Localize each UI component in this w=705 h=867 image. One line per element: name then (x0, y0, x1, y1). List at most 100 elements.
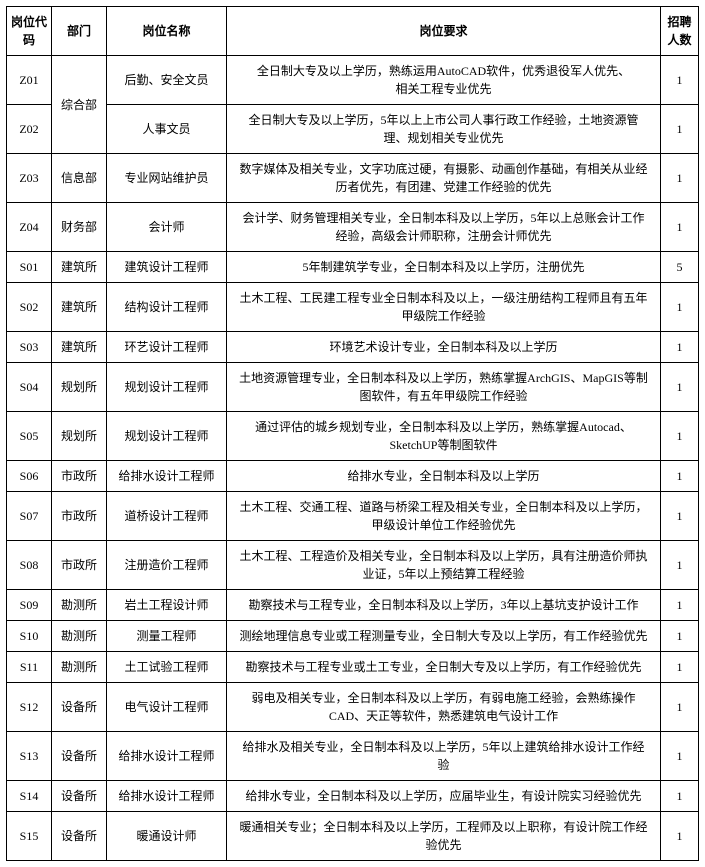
cell-count: 1 (661, 105, 699, 154)
header-dept: 部门 (52, 7, 107, 56)
cell-title: 注册造价工程师 (107, 541, 227, 590)
cell-title: 暖通设计师 (107, 812, 227, 861)
table-body: Z01综合部后勤、安全文员全日制大专及以上学历，熟练运用AutoCAD软件，优秀… (7, 56, 699, 861)
table-row: S13设备所给排水设计工程师给排水及相关专业，全日制本科及以上学历，5年以上建筑… (7, 732, 699, 781)
cell-code: S12 (7, 683, 52, 732)
cell-code: Z03 (7, 154, 52, 203)
cell-requirement: 全日制大专及以上学历，5年以上上市公司人事行政工作经验，土地资源管理、规划相关专… (227, 105, 661, 154)
cell-title: 规划设计工程师 (107, 412, 227, 461)
cell-dept: 规划所 (52, 412, 107, 461)
cell-dept: 市政所 (52, 492, 107, 541)
cell-requirement: 土木工程、工民建工程专业全日制本科及以上，一级注册结构工程师且有五年甲级院工作经… (227, 283, 661, 332)
cell-requirement: 通过评估的城乡规划专业，全日制本科及以上学历，熟练掌握Autocad、Sketc… (227, 412, 661, 461)
cell-dept: 设备所 (52, 732, 107, 781)
cell-count: 1 (661, 412, 699, 461)
cell-title: 道桥设计工程师 (107, 492, 227, 541)
table-row: S03建筑所环艺设计工程师环境艺术设计专业，全日制本科及以上学历1 (7, 332, 699, 363)
cell-count: 1 (661, 203, 699, 252)
cell-code: S15 (7, 812, 52, 861)
cell-requirement: 暖通相关专业；全日制本科及以上学历，工程师及以上职称，有设计院工作经验优先 (227, 812, 661, 861)
header-req: 岗位要求 (227, 7, 661, 56)
cell-code: S05 (7, 412, 52, 461)
table-row: S14设备所给排水设计工程师给排水专业，全日制本科及以上学历，应届毕业生，有设计… (7, 781, 699, 812)
cell-requirement: 测绘地理信息专业或工程测量专业，全日制大专及以上学历，有工作经验优先 (227, 621, 661, 652)
cell-count: 5 (661, 252, 699, 283)
cell-count: 1 (661, 492, 699, 541)
cell-requirement: 土地资源管理专业，全日制本科及以上学历，熟练掌握ArchGIS、MapGIS等制… (227, 363, 661, 412)
header-code: 岗位代码 (7, 7, 52, 56)
cell-count: 1 (661, 56, 699, 105)
cell-requirement: 土木工程、交通工程、道路与桥梁工程及相关专业，全日制本科及以上学历，甲级设计单位… (227, 492, 661, 541)
cell-count: 1 (661, 541, 699, 590)
table-row: Z01综合部后勤、安全文员全日制大专及以上学历，熟练运用AutoCAD软件，优秀… (7, 56, 699, 105)
cell-requirement: 弱电及相关专业，全日制本科及以上学历，有弱电施工经验，会熟练操作CAD、天正等软… (227, 683, 661, 732)
cell-code: S04 (7, 363, 52, 412)
table-row: S10勘测所测量工程师测绘地理信息专业或工程测量专业，全日制大专及以上学历，有工… (7, 621, 699, 652)
cell-dept: 综合部 (52, 56, 107, 154)
table-row: S05规划所规划设计工程师通过评估的城乡规划专业，全日制本科及以上学历，熟练掌握… (7, 412, 699, 461)
cell-dept: 勘测所 (52, 652, 107, 683)
table-row: S01建筑所建筑设计工程师5年制建筑学专业，全日制本科及以上学历，注册优先5 (7, 252, 699, 283)
cell-code: S09 (7, 590, 52, 621)
cell-code: S03 (7, 332, 52, 363)
cell-title: 土工试验工程师 (107, 652, 227, 683)
cell-code: S10 (7, 621, 52, 652)
cell-code: Z04 (7, 203, 52, 252)
table-row: S09勘测所岩土工程设计师勘察技术与工程专业，全日制本科及以上学历，3年以上基坑… (7, 590, 699, 621)
cell-title: 测量工程师 (107, 621, 227, 652)
cell-count: 1 (661, 812, 699, 861)
recruitment-table: 岗位代码 部门 岗位名称 岗位要求 招聘人数 Z01综合部后勤、安全文员全日制大… (6, 6, 699, 861)
cell-title: 后勤、安全文员 (107, 56, 227, 105)
cell-dept: 市政所 (52, 461, 107, 492)
cell-dept: 财务部 (52, 203, 107, 252)
cell-title: 环艺设计工程师 (107, 332, 227, 363)
cell-count: 1 (661, 781, 699, 812)
cell-count: 1 (661, 461, 699, 492)
cell-code: S11 (7, 652, 52, 683)
table-row: S04规划所规划设计工程师土地资源管理专业，全日制本科及以上学历，熟练掌握Arc… (7, 363, 699, 412)
cell-dept: 信息部 (52, 154, 107, 203)
cell-count: 1 (661, 683, 699, 732)
table-row: S06市政所给排水设计工程师给排水专业，全日制本科及以上学历1 (7, 461, 699, 492)
table-row: Z03信息部专业网站维护员数字媒体及相关专业，文字功底过硬，有摄影、动画创作基础… (7, 154, 699, 203)
cell-dept: 建筑所 (52, 252, 107, 283)
cell-count: 1 (661, 621, 699, 652)
table-row: S08市政所注册造价工程师土木工程、工程造价及相关专业，全日制本科及以上学历，具… (7, 541, 699, 590)
cell-count: 1 (661, 732, 699, 781)
cell-code: Z01 (7, 56, 52, 105)
table-row: Z02人事文员全日制大专及以上学历，5年以上上市公司人事行政工作经验，土地资源管… (7, 105, 699, 154)
cell-requirement: 给排水及相关专业，全日制本科及以上学历，5年以上建筑给排水设计工作经验 (227, 732, 661, 781)
cell-dept: 设备所 (52, 683, 107, 732)
cell-requirement: 勘察技术与工程专业，全日制本科及以上学历，3年以上基坑支护设计工作 (227, 590, 661, 621)
cell-title: 结构设计工程师 (107, 283, 227, 332)
table-row: S07市政所道桥设计工程师土木工程、交通工程、道路与桥梁工程及相关专业，全日制本… (7, 492, 699, 541)
table-row: S15设备所暖通设计师暖通相关专业；全日制本科及以上学历，工程师及以上职称，有设… (7, 812, 699, 861)
cell-requirement: 给排水专业，全日制本科及以上学历 (227, 461, 661, 492)
cell-title: 岩土工程设计师 (107, 590, 227, 621)
cell-count: 1 (661, 332, 699, 363)
cell-dept: 市政所 (52, 541, 107, 590)
cell-dept: 规划所 (52, 363, 107, 412)
table-row: S11勘测所土工试验工程师勘察技术与工程专业或土工专业，全日制大专及以上学历，有… (7, 652, 699, 683)
cell-requirement: 数字媒体及相关专业，文字功底过硬，有摄影、动画创作基础，有相关从业经历者优先，有… (227, 154, 661, 203)
cell-title: 建筑设计工程师 (107, 252, 227, 283)
cell-code: S13 (7, 732, 52, 781)
cell-title: 人事文员 (107, 105, 227, 154)
cell-count: 1 (661, 154, 699, 203)
cell-code: S14 (7, 781, 52, 812)
cell-title: 给排水设计工程师 (107, 781, 227, 812)
cell-requirement: 全日制大专及以上学历，熟练运用AutoCAD软件，优秀退役军人优先、相关工程专业… (227, 56, 661, 105)
cell-code: S08 (7, 541, 52, 590)
table-row: S12设备所电气设计工程师弱电及相关专业，全日制本科及以上学历，有弱电施工经验，… (7, 683, 699, 732)
cell-title: 电气设计工程师 (107, 683, 227, 732)
cell-dept: 勘测所 (52, 590, 107, 621)
cell-title: 规划设计工程师 (107, 363, 227, 412)
cell-dept: 勘测所 (52, 621, 107, 652)
table-row: Z04财务部会计师会计学、财务管理相关专业，全日制本科及以上学历，5年以上总账会… (7, 203, 699, 252)
cell-dept: 设备所 (52, 812, 107, 861)
cell-code: S06 (7, 461, 52, 492)
cell-code: S01 (7, 252, 52, 283)
table-row: S02建筑所结构设计工程师土木工程、工民建工程专业全日制本科及以上，一级注册结构… (7, 283, 699, 332)
table-header-row: 岗位代码 部门 岗位名称 岗位要求 招聘人数 (7, 7, 699, 56)
header-count: 招聘人数 (661, 7, 699, 56)
